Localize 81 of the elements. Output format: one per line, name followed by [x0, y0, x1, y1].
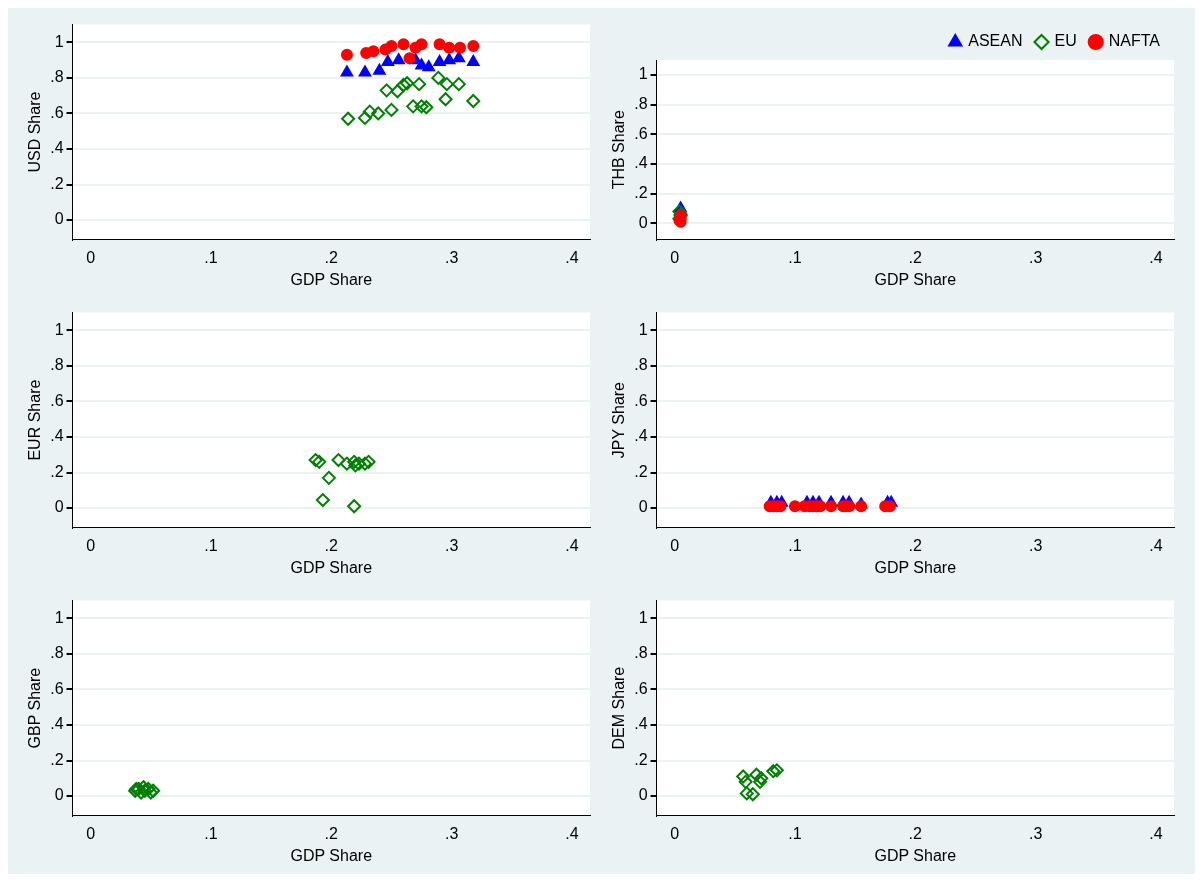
y-tick-label: .6 — [634, 679, 648, 697]
x-axis-title: GDP Share — [874, 558, 957, 576]
x-tick-label: .2 — [324, 536, 339, 554]
y-tick-label: .4 — [50, 715, 64, 733]
legend-label: NAFTA — [1108, 32, 1161, 50]
y-axis-title: EUR Share — [26, 379, 44, 461]
y-tick-label: 1 — [54, 32, 64, 50]
y-tick-label: .2 — [634, 462, 648, 480]
x-tick-label: .2 — [908, 824, 923, 842]
x-tick-label: .3 — [1028, 536, 1043, 554]
x-tick-label: 0 — [86, 536, 96, 554]
y-tick-label: 1 — [54, 608, 64, 626]
y-tick-label: .4 — [50, 139, 64, 157]
x-tick-label: .1 — [204, 536, 218, 554]
x-tick-label: 0 — [86, 248, 96, 266]
x-tick-label: .4 — [565, 536, 579, 554]
y-tick-label: 1 — [638, 65, 648, 83]
x-tick-label: .3 — [1028, 248, 1043, 266]
x-tick-label: .2 — [324, 248, 339, 266]
y-tick-label: .6 — [634, 124, 648, 142]
legend-label: ASEAN — [968, 32, 1023, 50]
y-tick-label: 0 — [638, 213, 648, 231]
y-tick-label: 0 — [54, 498, 64, 516]
x-tick-label: .2 — [908, 248, 923, 266]
x-tick-label: .1 — [204, 824, 218, 842]
x-tick-label: .4 — [1149, 536, 1163, 554]
legend-label: EU — [1054, 32, 1077, 50]
x-tick-label: .3 — [444, 824, 459, 842]
y-tick-label: 0 — [54, 210, 64, 228]
y-tick-label: 0 — [638, 498, 648, 516]
x-axis-title: GDP Share — [874, 846, 957, 864]
x-axis-title: GDP Share — [290, 270, 373, 288]
x-tick-label: 0 — [670, 248, 680, 266]
y-tick-label: .8 — [50, 644, 64, 662]
y-tick-label: .2 — [634, 183, 648, 201]
x-tick-label: .3 — [444, 536, 459, 554]
x-axis-title: GDP Share — [290, 558, 373, 576]
x-tick-label: .3 — [1028, 824, 1043, 842]
x-tick-label: .1 — [788, 248, 802, 266]
y-tick-label: .8 — [50, 356, 64, 374]
y-tick-label: .2 — [50, 750, 64, 768]
x-tick-label: 0 — [670, 824, 680, 842]
y-tick-label: 0 — [638, 786, 648, 804]
x-axis-title: GDP Share — [290, 846, 373, 864]
y-axis-title: GBP Share — [26, 667, 44, 749]
x-tick-label: 0 — [86, 824, 96, 842]
x-tick-label: .2 — [908, 536, 923, 554]
y-tick-label: .8 — [50, 68, 64, 86]
y-tick-label: .6 — [50, 391, 64, 409]
y-tick-label: .8 — [634, 644, 648, 662]
y-tick-label: .4 — [50, 427, 64, 445]
x-tick-label: .1 — [788, 536, 802, 554]
x-tick-label: .4 — [1149, 248, 1163, 266]
x-axis-title: GDP Share — [874, 270, 957, 288]
y-axis-title: JPY Share — [610, 381, 628, 459]
x-tick-label: .1 — [204, 248, 218, 266]
y-tick-label: .2 — [634, 750, 648, 768]
x-tick-label: .2 — [324, 824, 339, 842]
y-tick-label: .8 — [634, 356, 648, 374]
y-axis-title: DEM Share — [610, 666, 628, 750]
y-tick-label: 0 — [54, 786, 64, 804]
y-tick-label: .2 — [50, 462, 64, 480]
y-tick-label: .2 — [50, 174, 64, 192]
y-tick-label: .4 — [634, 154, 648, 172]
y-axis-title: THB Share — [610, 110, 628, 190]
y-tick-label: .4 — [634, 427, 648, 445]
y-tick-label: 1 — [638, 320, 648, 338]
y-tick-label: .6 — [50, 103, 64, 121]
x-tick-label: .4 — [565, 248, 579, 266]
x-tick-label: .4 — [565, 824, 579, 842]
y-tick-label: .8 — [634, 94, 648, 112]
x-tick-label: .1 — [788, 824, 802, 842]
y-tick-label: 1 — [638, 608, 648, 626]
y-tick-label: 1 — [54, 320, 64, 338]
y-tick-label: .4 — [634, 715, 648, 733]
y-tick-label: .6 — [634, 391, 648, 409]
x-tick-label: .3 — [444, 248, 459, 266]
x-tick-label: .4 — [1149, 824, 1163, 842]
x-tick-label: 0 — [670, 536, 680, 554]
y-axis-title: USD Share — [26, 91, 44, 173]
y-tick-label: .6 — [50, 679, 64, 697]
